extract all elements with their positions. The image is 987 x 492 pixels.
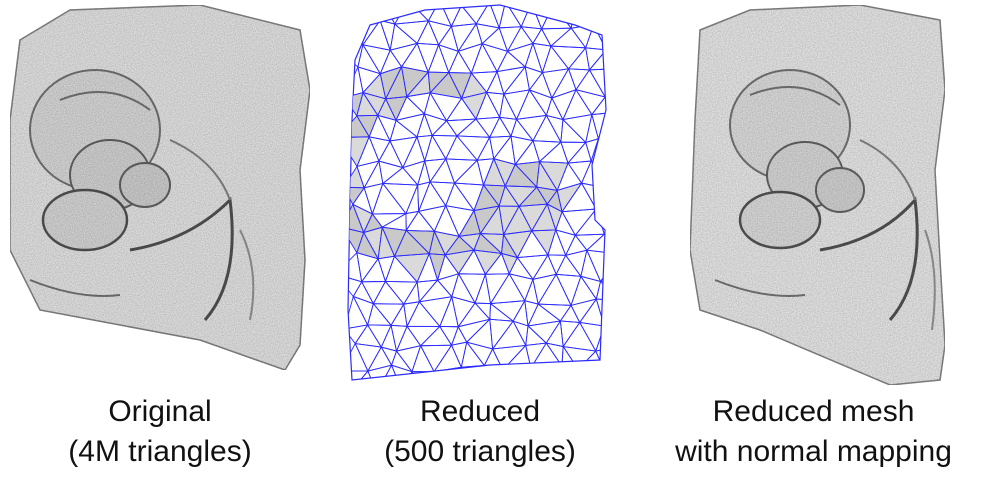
- reduced-mesh-wireframe: [347, 4, 607, 381]
- panel-normal-mapped: Reduced mesh with normal mapping: [640, 0, 987, 492]
- caption-reduced-line1: Reduced: [419, 395, 541, 428]
- caption-normal-mapped: Reduced mesh with normal mapping: [640, 392, 987, 472]
- caption-reduced: Reduced (500 triangles): [330, 392, 630, 472]
- caption-reduced-line2: (500 triangles): [384, 435, 576, 468]
- caption-original: Original (4M triangles): [0, 392, 320, 472]
- normal-mapped-image: [689, 4, 946, 386]
- panel-reduced: Reduced (500 triangles): [330, 0, 630, 492]
- caption-normal-mapped-line2: with normal mapping: [675, 435, 952, 468]
- original-scan-image: [9, 4, 311, 371]
- caption-original-line2: (4M triangles): [68, 435, 252, 468]
- panel-original: Original (4M triangles): [0, 0, 320, 492]
- caption-normal-mapped-line1: Reduced mesh: [712, 395, 915, 428]
- caption-original-line1: Original: [108, 395, 212, 428]
